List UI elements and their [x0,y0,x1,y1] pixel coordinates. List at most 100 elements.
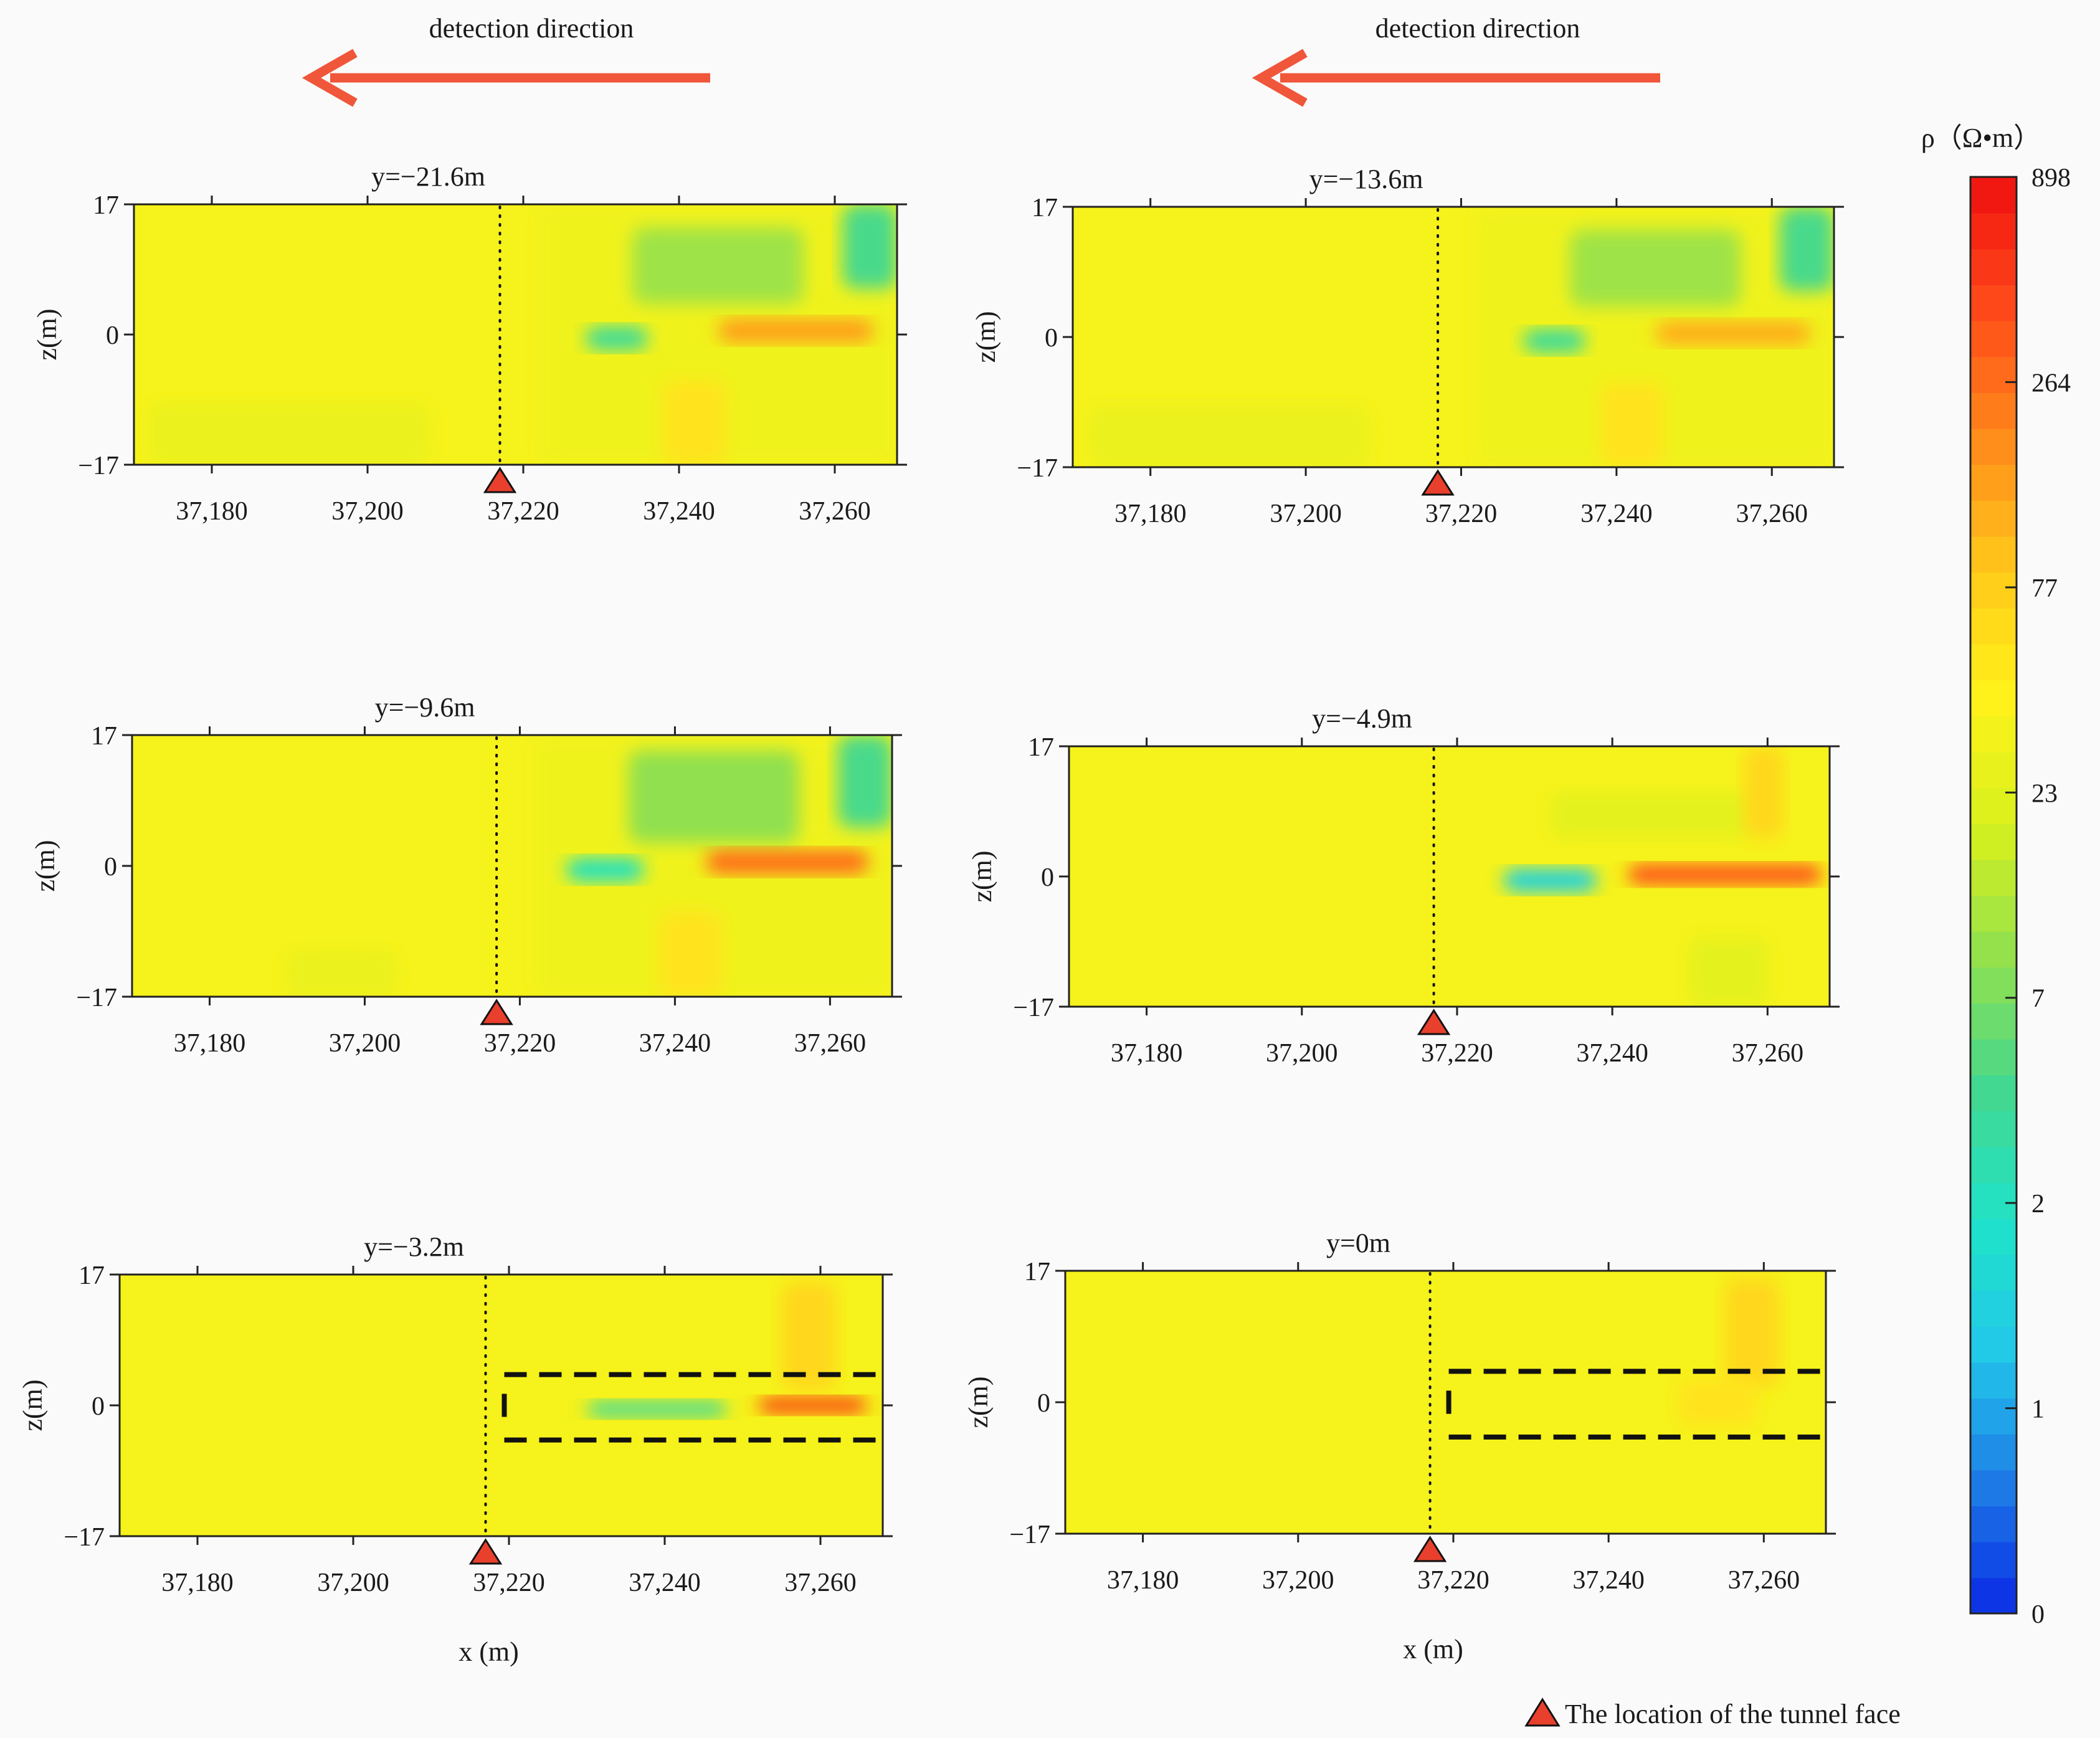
colorbar-band [1970,356,2017,393]
resistivity-anomaly [1550,792,1752,838]
colorbar-band [1970,1182,2017,1219]
resistivity-anomaly [837,735,892,828]
x-tick-label: 37,200 [1266,1039,1338,1068]
resistivity-anomaly [1678,1379,1756,1426]
resistivity-anomaly [1523,329,1585,353]
colorbar-band [1970,859,2017,896]
colorbar-band [1970,464,2017,501]
colorbar-band [1970,1290,2017,1327]
x-tick-label: 37,220 [1417,1566,1489,1595]
colorbar-band [1970,212,2017,250]
resistivity-field [1065,1271,1826,1534]
resistivity-anomaly [539,204,897,465]
direction-label-left: detection direction [429,13,634,44]
y-tick-label: −17 [1013,994,1054,1022]
heatmap-panel: y=−4.9m z(m) 17 0 −17 37,180 37,200 37,220 37,24… [967,703,1840,1068]
heatmap-panel: y=−9.6m z(m) 17 0 −17 37,180 37,200 37,220 37,24… [30,692,902,1058]
heatmap-panel: y=−13.6m z(m) 17 0 −17 37,180 37,200 37,220 37,2… [971,164,1844,528]
resistivity-anomaly [758,1397,867,1413]
resistivity-anomaly [150,403,430,465]
resistivity-anomaly [1655,321,1811,345]
colorbar-title: ρ（Ω•m） [1921,123,2041,153]
x-tick-label: 37,200 [1262,1566,1334,1595]
resistivity-field [134,204,897,465]
resistivity-anomaly [1088,406,1368,467]
colorbar-band [1970,607,2017,645]
resistivity-field [120,1275,883,1536]
colorbar: ρ（Ω•m） 898 264 77 23 7 2 1 0 [1921,123,2071,1629]
resistivity-anomaly [1600,382,1663,467]
tunnel-face-marker-icon [1421,469,1455,496]
resistivity-anomaly [587,1401,727,1417]
direction-arrow-left-icon [302,49,710,107]
x-tick-label: 37,240 [629,1569,701,1597]
colorbar-tick-label: 264 [2031,369,2071,397]
x-tick-label: 37,260 [799,497,871,526]
direction-arrow-right-icon [1252,49,1660,107]
colorbar-band [1970,1506,2017,1542]
y-tick-label: 0 [1037,1389,1050,1418]
panel-title: y=−3.2m [364,1232,464,1262]
resistivity-anomaly [1744,746,1784,838]
y-axis-label: z(m) [967,850,997,902]
colorbar-band [1970,572,2017,609]
panel-title: y=−13.6m [1309,164,1423,194]
colorbar-band [1970,751,2017,789]
resistivity-anomaly [287,950,396,997]
panel-title: y=0m [1326,1228,1390,1258]
panel-title: y=−9.6m [375,692,475,723]
colorbar-tick-label: 0 [2031,1600,2045,1629]
colorbar-band [1970,1075,2017,1111]
tunnel-face-marker-icon [483,467,517,493]
resistivity-anomaly [1689,938,1768,1007]
colorbar-band [1970,1110,2017,1147]
x-tick-label: 37,220 [484,1029,556,1058]
colorbar-band [1970,1398,2017,1435]
heatmap-panel: y=−21.6m z(m) 17 0 −17 37,180 37,200 37,220 37,2… [32,161,907,526]
colorbar-band [1970,1541,2017,1579]
colorbar-bands [1970,177,2017,1614]
panel-title: y=−4.9m [1312,703,1412,734]
colorbar-band [1970,1218,2017,1255]
colorbar-band [1970,177,2017,214]
resistivity-anomaly [1503,868,1597,892]
tunnel-face-marker-icon [1413,1536,1447,1562]
y-tick-label: −17 [64,1523,105,1552]
colorbar-band [1970,787,2017,824]
resistivity-anomaly [842,204,897,289]
tunnel-face-legend-icon [1524,1698,1561,1727]
colorbar-band [1970,1470,2017,1507]
y-tick-label: 0 [104,853,117,881]
colorbar-band [1970,284,2017,321]
heatmap-panel: y=0m z(m) 17 0 −17 37,180 37,200 37,220 37,240 37… [963,1228,1836,1664]
resistivity-anomaly [706,850,869,874]
x-tick-label: 37,240 [639,1029,711,1058]
y-tick-label: 0 [92,1392,105,1421]
resistivity-anomaly [1779,207,1834,292]
detection-direction-right: detection direction [1252,13,1660,107]
colorbar-band [1970,1038,2017,1076]
x-tick-label: 37,200 [1270,500,1342,528]
colorbar-tick-label: 898 [2031,164,2071,192]
y-tick-label: 0 [1041,863,1054,892]
direction-label-right: detection direction [1375,13,1580,44]
colorbar-band [1970,1326,2017,1363]
y-tick-label: −17 [1017,454,1058,483]
x-tick-label: 37,260 [1732,1039,1804,1068]
panels: y=−21.6m z(m) 17 0 −17 37,180 37,200 37,220 37,2… [17,161,1844,1667]
colorbar-tick-label: 23 [2031,779,2058,808]
y-tick-label: 17 [1024,1258,1050,1286]
x-tick-label: 37,240 [1572,1566,1645,1595]
colorbar-band [1970,500,2017,537]
x-tick-label: 37,220 [1421,1039,1493,1068]
x-tick-label: 37,180 [1111,1039,1183,1068]
y-axis-label: z(m) [30,840,60,891]
x-tick-label: 37,260 [784,1569,857,1597]
colorbar-band [1970,643,2017,681]
x-tick-label: 37,180 [176,497,248,526]
panel-title: y=−21.6m [371,161,485,192]
resistivity-anomaly [632,227,804,304]
colorbar-band [1970,823,2017,860]
resistivity-anomaly [718,319,874,343]
detection-direction-left: detection direction [302,13,710,107]
